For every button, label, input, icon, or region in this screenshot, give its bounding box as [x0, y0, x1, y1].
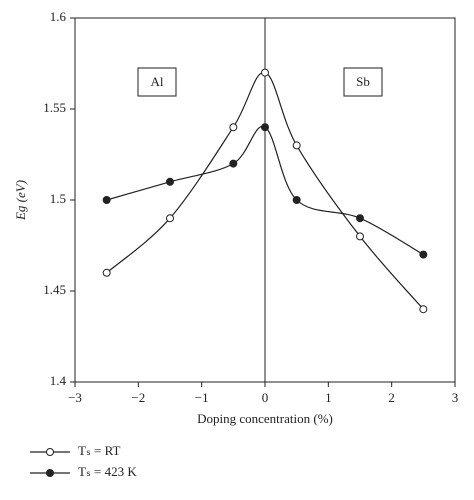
- marker: [356, 214, 364, 223]
- marker: [102, 196, 111, 204]
- marker: [229, 123, 238, 132]
- marker: [261, 123, 269, 132]
- legend-marker: [46, 469, 54, 477]
- marker: [166, 214, 174, 223]
- legend-label: Tₛ = 423 K: [78, 464, 137, 479]
- y-tick-label: 1.6: [50, 9, 67, 24]
- x-axis-label: Doping concentration (%): [197, 411, 333, 426]
- x-tick-label: 2: [388, 390, 395, 405]
- x-tick-label: 1: [325, 390, 332, 405]
- annotation: Sb: [356, 74, 370, 89]
- legend-label: Tₛ = RT: [78, 443, 121, 458]
- legend-marker: [46, 448, 54, 456]
- x-tick-label: −2: [131, 390, 145, 405]
- marker: [419, 305, 428, 314]
- y-tick-label: 1.55: [43, 100, 66, 115]
- marker: [102, 268, 111, 277]
- y-tick-label: 1.5: [50, 191, 66, 206]
- y-tick-label: 1.45: [43, 282, 66, 297]
- x-tick-label: −1: [195, 390, 209, 405]
- y-axis-label: Eg (eV): [13, 180, 28, 221]
- annotation-box: [343, 67, 383, 97]
- marker: [166, 177, 174, 186]
- x-tick-label: −3: [68, 390, 82, 405]
- marker: [229, 159, 238, 168]
- marker: [292, 141, 301, 150]
- marker: [356, 232, 364, 241]
- marker: [292, 196, 301, 204]
- marker: [419, 250, 428, 259]
- x-tick-label: 0: [262, 390, 269, 405]
- annotation-box: [137, 67, 177, 97]
- y-tick-label: 1.4: [50, 373, 67, 388]
- annotation: Al: [151, 74, 164, 89]
- x-tick-label: 3: [452, 390, 459, 405]
- marker: [261, 68, 269, 77]
